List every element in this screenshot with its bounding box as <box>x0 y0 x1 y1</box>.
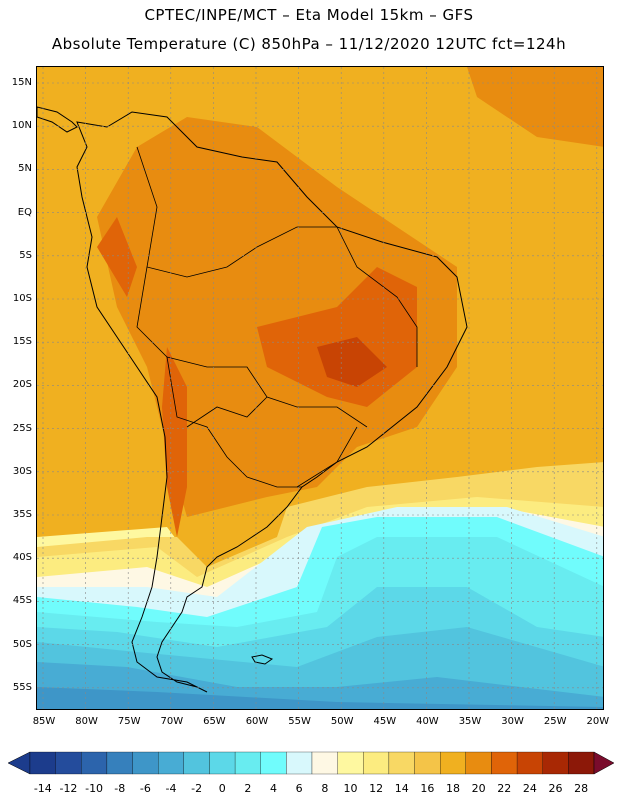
field-s-m6 <box>37 687 603 709</box>
colorbar-swatch <box>542 751 569 775</box>
chart-title-line1: CPTEC/INPE/MCT – Eta Model 15km – GFS <box>144 6 474 24</box>
lat-tick-label: 15S <box>12 336 32 348</box>
colorbar-value-label: -12 <box>59 782 78 795</box>
lat-tick-label: 40S <box>12 552 32 564</box>
lat-tick-label: 10S <box>12 293 32 304</box>
lon-tick-label: 50W <box>330 716 354 727</box>
border-brazil-states <box>336 226 418 367</box>
map-gridlines <box>37 67 603 709</box>
colorbar-value-label: 16 <box>420 782 435 795</box>
colorbar-swatch <box>440 751 466 775</box>
lat-tick-label: 10N <box>11 120 32 132</box>
lon-tick-label: 25W <box>543 716 567 727</box>
colorbar-swatch <box>234 751 261 775</box>
border-central <box>136 266 368 428</box>
colorbar-swatch <box>158 751 184 775</box>
colorbar-value-label: -8 <box>114 782 126 795</box>
continent-outline <box>76 111 468 693</box>
lat-tick-label: 55S <box>12 681 32 693</box>
colorbar-swatch <box>568 751 595 775</box>
colorbar-swatch <box>516 751 543 775</box>
lat-tick-label: 5N <box>18 163 32 175</box>
colorbar-value-label: -2 <box>191 782 203 795</box>
colorbar-arrow-low <box>7 751 31 775</box>
colorbar-arrow-high <box>593 751 615 775</box>
colorbar-value-label: 8 <box>321 782 329 795</box>
lon-tick-label: 40W <box>416 716 439 727</box>
field-hot-core-26 <box>317 337 387 387</box>
colorbar-value-label: 0 <box>218 782 226 795</box>
lat-tick-label: EQ <box>17 206 32 218</box>
colorbar <box>7 751 615 775</box>
colorbar-value-label: 10 <box>343 782 358 795</box>
colorbar-value-label: 26 <box>548 782 563 795</box>
lon-tick-label: 55W <box>288 716 311 727</box>
lon-tick-label: 70W <box>160 716 184 727</box>
lat-tick-label: 20S <box>12 379 32 391</box>
colorbar-value-label: 14 <box>394 782 409 795</box>
lon-tick-label: 85W <box>32 716 56 727</box>
colorbar-value-label: -14 <box>33 782 52 795</box>
lon-tick-label: 80W <box>75 716 98 727</box>
lat-tick-label: 35S <box>12 509 32 520</box>
colorbar-swatch <box>106 751 133 775</box>
falklands-outline <box>251 654 274 665</box>
lon-tick-label: 45W <box>373 716 397 727</box>
colorbar-swatch <box>465 751 492 775</box>
lon-tick-label: 20W <box>586 716 610 727</box>
colorbar-value-label: 20 <box>471 782 486 795</box>
border-bolivia <box>186 396 268 428</box>
lat-tick-label: 50S <box>12 638 32 650</box>
colorbar-value-label: -6 <box>139 782 151 795</box>
lat-tick-label: 30S <box>12 465 32 477</box>
colorbar-value-label: 18 <box>446 782 460 795</box>
lat-tick-label: 5S <box>19 249 32 261</box>
colorbar-value-label: 12 <box>369 782 384 795</box>
lon-tick-label: 30W <box>501 716 524 727</box>
colorbar-value-label: 2 <box>244 782 252 795</box>
border-south-central <box>166 356 302 488</box>
colorbar-swatch <box>363 751 390 775</box>
colorbar-swatch <box>337 751 364 775</box>
colorbar-swatch <box>183 751 210 775</box>
lon-tick-label: 60W <box>245 716 269 727</box>
colorbar-value-label: 4 <box>270 782 278 795</box>
colorbar-swatch <box>286 751 313 775</box>
colorbar-swatch <box>260 751 287 775</box>
lon-tick-label: 65W <box>203 716 226 727</box>
colorbar-swatch <box>132 751 159 775</box>
temperature-map <box>36 66 604 710</box>
lon-tick-label: 35W <box>458 716 482 727</box>
lat-tick-label: 25S <box>12 422 32 434</box>
colorbar-value-label: -10 <box>85 782 104 795</box>
map-field <box>37 67 603 709</box>
field-ne-20-22 <box>467 67 603 147</box>
colorbar-swatch <box>55 751 82 775</box>
central-america-outline <box>37 106 78 133</box>
field-nw-24 <box>97 217 137 297</box>
colorbar-value-label: 6 <box>295 782 303 795</box>
colorbar-swatch <box>491 751 518 775</box>
colorbar-swatch <box>311 751 338 775</box>
field-andes-24 <box>162 347 187 537</box>
colorbar-value-label: 24 <box>522 782 537 795</box>
border-uruguay <box>296 426 358 488</box>
border-north <box>136 146 337 278</box>
lat-tick-label: 15N <box>11 77 32 88</box>
lon-tick-label: 75W <box>117 716 141 727</box>
colorbar-swatch <box>29 751 56 775</box>
colorbar-swatch <box>81 751 108 775</box>
lat-tick-label: 45S <box>12 595 32 607</box>
colorbar-swatch <box>388 751 415 775</box>
colorbar-value-label: 28 <box>574 782 589 795</box>
colorbar-swatch <box>414 751 441 775</box>
colorbar-value-label: -4 <box>165 782 177 795</box>
colorbar-value-label: 22 <box>497 782 512 795</box>
chart-title-line2: Absolute Temperature (C) 850hPa – 11/12/… <box>51 35 567 53</box>
colorbar-swatch <box>209 751 236 775</box>
